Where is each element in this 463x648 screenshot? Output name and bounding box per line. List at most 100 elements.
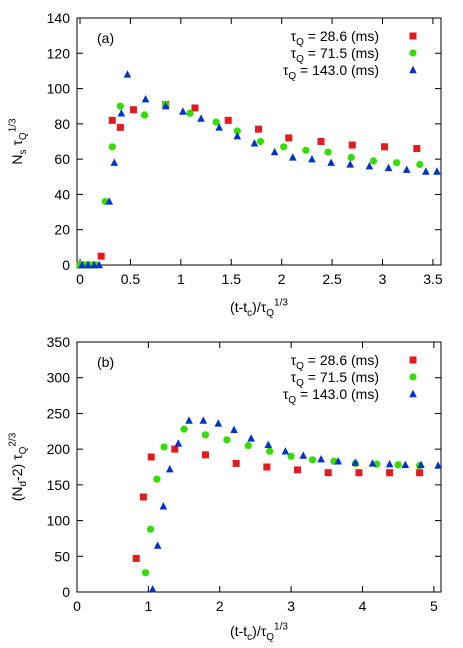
legend-marker — [409, 373, 417, 381]
data-point — [270, 147, 279, 156]
data-point — [215, 123, 223, 131]
y-tick-label: 100 — [47, 513, 71, 529]
series-circle — [141, 425, 424, 577]
legend-marker — [409, 32, 417, 40]
data-point — [393, 159, 401, 167]
x-tick-label: 1.5 — [222, 271, 242, 287]
legend: τQ = 28.6 (ms)τQ = 71.5 (ms)τQ = 143.0 (… — [283, 28, 417, 82]
data-point — [214, 419, 223, 427]
data-point — [287, 452, 295, 460]
data-point — [116, 123, 124, 131]
data-point — [165, 464, 174, 473]
data-point — [78, 260, 86, 269]
data-point — [394, 461, 402, 469]
data-point — [117, 109, 126, 117]
data-point — [230, 425, 238, 434]
data-point — [161, 102, 170, 110]
data-point — [201, 431, 210, 439]
x-tick-label: 2.5 — [322, 271, 342, 287]
y-tick-label: 0 — [62, 257, 70, 273]
data-point — [256, 137, 265, 146]
data-point — [153, 475, 161, 483]
plot-frame — [76, 17, 442, 266]
panel-label: (b) — [97, 354, 114, 370]
data-point — [347, 153, 355, 161]
data-point — [171, 445, 179, 453]
y-tick-label: 20 — [54, 222, 70, 238]
data-point — [416, 160, 424, 169]
data-point — [185, 416, 193, 424]
data-point — [244, 441, 252, 450]
x-tick-label: 1 — [144, 598, 152, 614]
data-point — [263, 463, 271, 471]
data-point — [299, 451, 308, 459]
data-point — [132, 554, 140, 562]
data-point — [346, 160, 355, 168]
data-point — [434, 461, 442, 469]
y-axis-title: Ns τQ1/3 — [8, 118, 30, 165]
y-tick-label: 0 — [62, 584, 70, 600]
data-point — [174, 439, 183, 447]
data-point — [201, 451, 209, 459]
legend-label: τQ = 71.5 (ms) — [291, 45, 379, 65]
data-point — [108, 116, 116, 124]
data-point — [384, 163, 393, 172]
y-tick-label: 350 — [47, 334, 71, 350]
x-tick-label: 2 — [278, 271, 286, 287]
y-tick-label: 50 — [54, 548, 70, 564]
x-tick-label: 3.5 — [423, 271, 443, 287]
data-point — [324, 148, 332, 156]
series-square — [132, 445, 424, 562]
data-point — [433, 167, 441, 175]
y-tick-label: 200 — [47, 441, 71, 457]
y-tick-label: 250 — [47, 405, 71, 421]
data-point — [294, 466, 302, 474]
data-point — [386, 469, 394, 477]
data-point — [140, 111, 149, 119]
legend-label: τQ = 143.0 (ms) — [283, 62, 379, 82]
data-point — [159, 502, 168, 510]
data-point — [351, 458, 360, 466]
data-point — [317, 138, 325, 145]
x-tick-label: 0.5 — [121, 271, 141, 287]
data-point — [191, 104, 199, 112]
x-tick-label: 0 — [73, 598, 81, 614]
series-triangle — [148, 416, 442, 593]
data-point — [365, 162, 374, 170]
data-point — [108, 143, 116, 151]
y-tick-label: 40 — [54, 186, 70, 202]
data-point — [348, 141, 356, 149]
legend-label: τQ = 71.5 (ms) — [291, 369, 379, 389]
data-point — [368, 459, 377, 467]
x-axis-title: (t-tc)/τQ1/3 — [230, 622, 288, 644]
data-point — [233, 127, 241, 135]
data-point — [402, 165, 411, 173]
data-point — [285, 134, 293, 142]
data-point — [422, 167, 430, 175]
legend-label: τQ = 28.6 (ms) — [291, 352, 379, 372]
data-point — [139, 493, 147, 501]
data-point — [233, 132, 242, 140]
series-circle — [76, 100, 424, 269]
data-point — [224, 116, 232, 124]
data-point — [95, 260, 103, 269]
data-point — [147, 453, 155, 461]
x-tick-label: 3 — [379, 271, 387, 287]
x-tick-label: 0 — [76, 271, 84, 287]
data-point — [179, 107, 187, 115]
x-tick-label: 4 — [359, 598, 367, 614]
x-tick-label: 1 — [177, 271, 185, 287]
data-point — [401, 460, 410, 469]
data-point — [90, 260, 98, 269]
data-point — [334, 457, 343, 465]
data-point — [148, 584, 157, 593]
data-point — [369, 157, 378, 165]
data-point — [232, 459, 240, 467]
legend-label: τQ = 28.6 (ms) — [291, 28, 379, 48]
legend: τQ = 28.6 (ms)τQ = 71.5 (ms)τQ = 143.0 (… — [283, 352, 417, 406]
data-point — [317, 454, 325, 463]
x-tick-label: 5 — [430, 598, 438, 614]
data-point — [223, 436, 231, 444]
y-tick-label: 150 — [47, 477, 71, 493]
